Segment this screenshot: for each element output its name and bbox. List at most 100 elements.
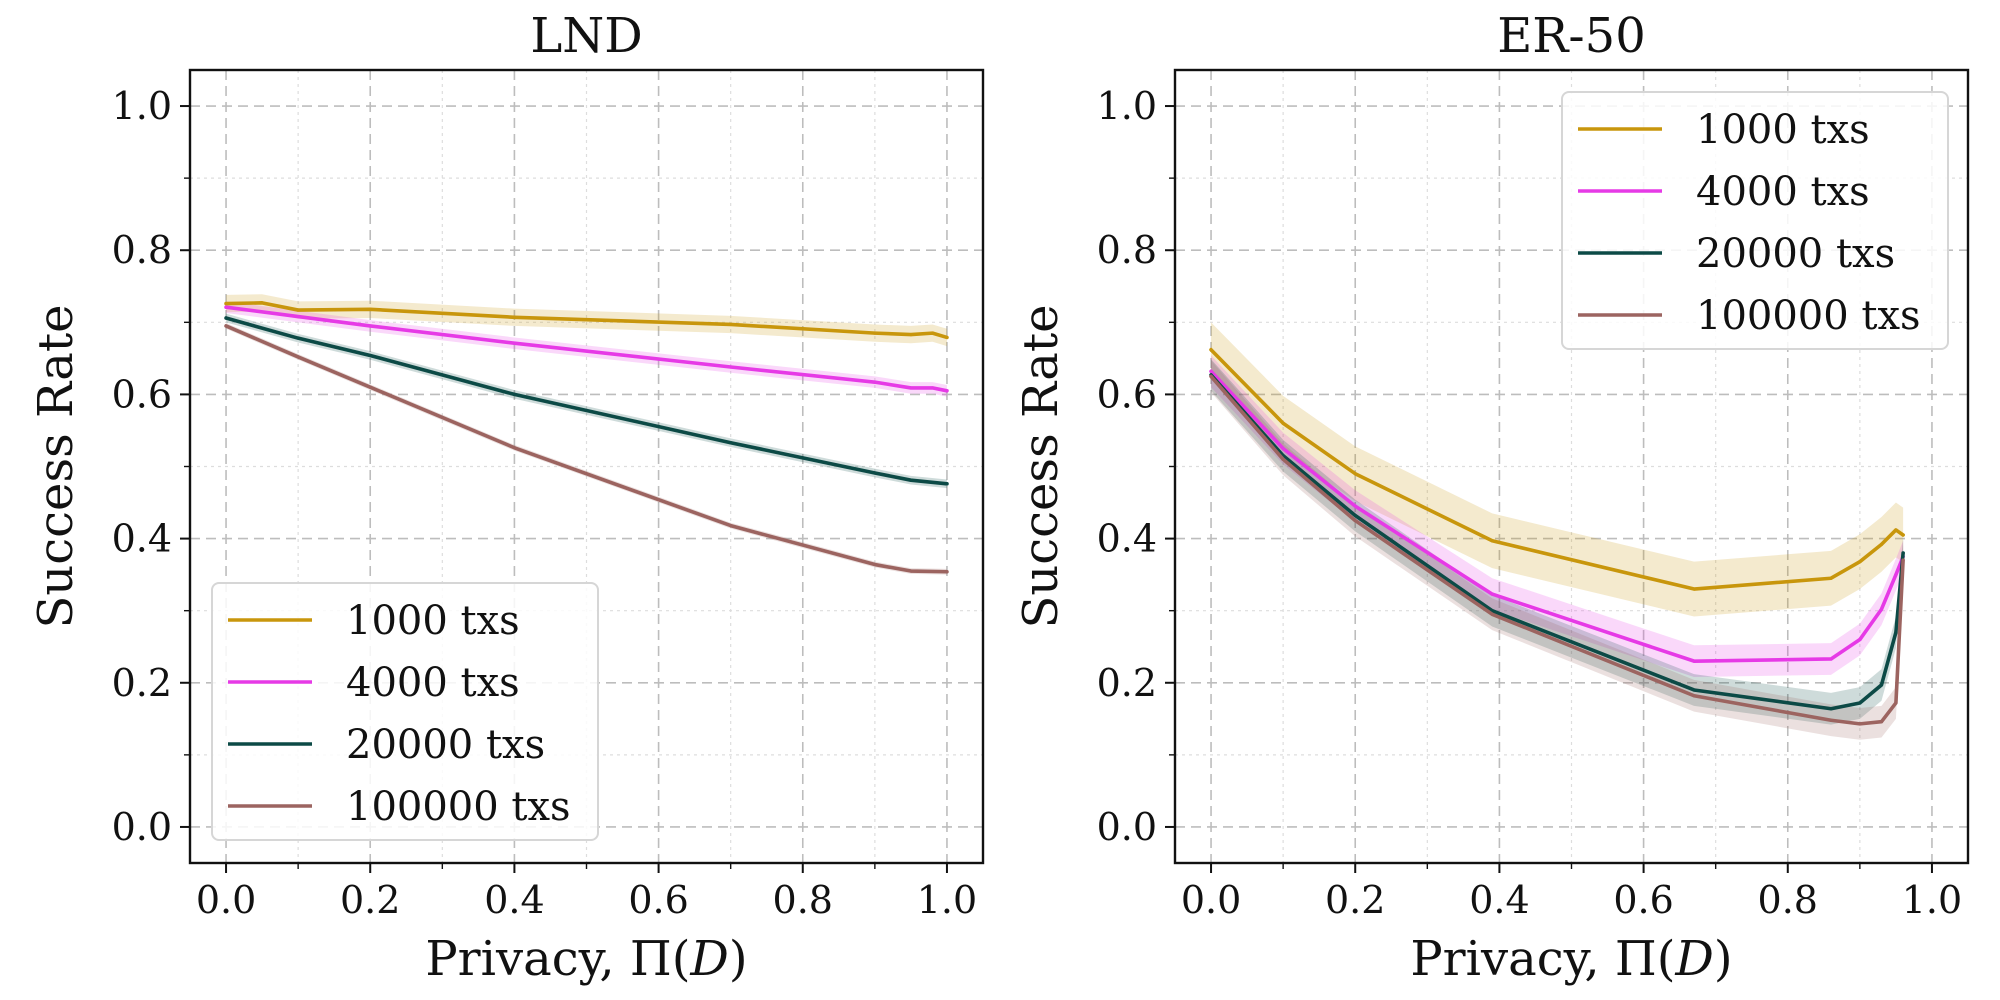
chart-0-series-0-point-4 <box>512 315 517 319</box>
chart-1-series-1-point-4 <box>1692 659 1696 663</box>
chart-0-ytick-label-4: 0.8 <box>112 228 172 272</box>
chart-1: 0.0 0.2 0.4 0.6 0.8 1.0 0.0 0.2 0.4 0.6 0.8 1.0 ER-5… <box>1013 8 1970 987</box>
chart-0-series-1-point-2 <box>368 324 372 328</box>
chart-1-ytick-label-4: 0.8 <box>1097 228 1157 272</box>
chart-1-series-0-point-4 <box>1692 587 1696 591</box>
chart-0-series-1-point-0 <box>224 305 228 309</box>
chart-0-series-3-point-7 <box>945 570 949 574</box>
chart-1-xtick-label-5: 1.0 <box>1902 878 1962 922</box>
chart-1-series-0-point-3 <box>1490 539 1494 543</box>
chart-1-series-2-point-2 <box>1353 513 1357 518</box>
chart-1-xtick-label-0: 0.0 <box>1181 878 1241 922</box>
chart-0-series-0-point-2 <box>296 308 300 312</box>
chart-0-series-0-point-1 <box>260 301 264 305</box>
chart-0-series-2-point-2 <box>368 353 372 358</box>
chart-1-band-2 <box>1211 359 1904 725</box>
chart-0-series-0-point-5 <box>729 322 733 327</box>
chart-0-series-0-point-7 <box>909 332 913 337</box>
chart-1-series-3-point-7 <box>1879 720 1884 724</box>
chart-1-series-2-point-7 <box>1879 683 1884 687</box>
chart-1-series-0-point-7 <box>1879 542 1884 546</box>
chart-1-series-0-point-6 <box>1858 560 1862 564</box>
chart-1-plot-frame <box>1173 68 1970 865</box>
chart-1-series-2-point-3 <box>1490 609 1494 613</box>
chart-1-legend: 1000 txs 4000 txs 20000 txs 100000 txs <box>1561 91 1949 350</box>
chart-1-xlabel-part-0: Privacy, Π( <box>1410 931 1675 987</box>
chart-0-series-0-point-3 <box>368 307 372 311</box>
chart-1-series-1-point-2 <box>1353 504 1357 508</box>
chart-0-ytick-label-2: 0.4 <box>112 517 172 561</box>
chart-1-ytick-label-0: 0.0 <box>1097 805 1157 849</box>
chart-0-ytick-label-1: 0.2 <box>112 661 172 705</box>
chart-0-ytick-label-0: 0.0 <box>112 805 172 849</box>
chart-1-series-2-point-6 <box>1858 701 1862 705</box>
chart-1-series-line-2 <box>1209 373 1905 711</box>
chart-1-series-1-point-5 <box>1829 657 1833 661</box>
chart-1-legend-label-1: 4000 txs <box>1696 169 1870 215</box>
chart-0-ytick-label-3: 0.6 <box>112 372 172 416</box>
chart-0-series-1-point-7 <box>930 386 935 390</box>
chart-1-series-0-point-5 <box>1829 576 1833 580</box>
chart-1-xtick-label-4: 0.8 <box>1758 878 1818 922</box>
chart-1-series-3-point-2 <box>1353 518 1357 523</box>
chart-0-series-line-3 <box>224 324 949 574</box>
chart-0-xlabel-part-2: ) <box>729 931 748 987</box>
chart-0-series-line-0 <box>224 301 949 340</box>
chart-0-series-1-point-8 <box>945 389 949 393</box>
chart-1-series-3-point-6 <box>1858 722 1862 726</box>
chart-0-xtick-label-2: 0.4 <box>484 878 544 922</box>
chart-1-series-1-point-6 <box>1858 637 1862 642</box>
chart-1-series-1-point-8 <box>1894 573 1898 577</box>
chart-0-series-3-point-6 <box>909 569 913 573</box>
chart-0-title: LND <box>530 8 642 64</box>
chart-0-series-3-point-3 <box>512 446 517 450</box>
chart-0-legend-label-0: 1000 txs <box>346 598 520 644</box>
chart-1-series-1-point-0 <box>1209 369 1213 373</box>
chart-0-series-1-point-6 <box>909 386 913 390</box>
chart-1-legend-label-2: 20000 txs <box>1696 231 1895 277</box>
chart-1-ytick-label-1: 0.2 <box>1097 661 1157 705</box>
chart-0-series-line-2 <box>224 316 949 486</box>
chart-1-series-3-point-5 <box>1829 718 1833 722</box>
chart-0-series-3-point-4 <box>729 524 733 528</box>
chart-1-series-0-point-9 <box>1901 533 1905 537</box>
chart-1-series-2-point-4 <box>1692 688 1696 692</box>
chart-0-legend-label-2: 20000 txs <box>346 722 545 768</box>
chart-0-series-2-point-3 <box>512 392 517 397</box>
chart-1-series-3-point-9 <box>1901 558 1905 562</box>
chart-0-xtick-label-1: 0.2 <box>340 878 400 922</box>
chart-1-series-1-point-1 <box>1281 446 1285 451</box>
chart-1-legend-label-3: 100000 txs <box>1696 293 1921 339</box>
chart-1-series-3-point-8 <box>1894 701 1898 705</box>
chart-0-xtick-label-3: 0.6 <box>628 878 688 922</box>
chart-0-series-0-point-9 <box>945 335 949 340</box>
chart-0-plot-frame <box>188 68 985 865</box>
chart-0-legend-label-3: 100000 txs <box>346 784 571 830</box>
chart-0-xlabel: Privacy, Π(D) <box>425 931 747 987</box>
chart-0-band-2 <box>226 313 947 489</box>
chart-0-xtick-label-5: 1.0 <box>917 878 977 922</box>
chart-0-series-2-point-0 <box>224 316 228 320</box>
chart-1-series-line-0 <box>1209 347 1905 591</box>
chart-1-series-0-point-1 <box>1281 421 1285 425</box>
chart-1-xlabel-part-2: ) <box>1714 931 1733 987</box>
chart-1-legend-frame <box>1561 91 1949 350</box>
chart-0-legend-label-1: 4000 txs <box>346 660 520 706</box>
chart-0-xlabel-part-0: Privacy, Π( <box>425 931 690 987</box>
chart-1-title: ER-50 <box>1497 8 1645 64</box>
chart-1-series-3-point-3 <box>1490 612 1494 616</box>
chart-0-series-3-point-0 <box>224 324 228 328</box>
chart-0-series-3-point-2 <box>368 385 372 389</box>
chart-0-series-3-point-5 <box>873 562 877 567</box>
chart-1-series-0-point-2 <box>1353 472 1357 476</box>
chart-0-series-0-point-6 <box>873 331 877 335</box>
chart-1-xlabel-part-1: D <box>1674 931 1713 987</box>
chart-0-xtick-label-0: 0.0 <box>196 878 256 922</box>
chart-1-series-3-point-0 <box>1209 374 1213 378</box>
chart-1-xtick-label-2: 0.4 <box>1469 878 1529 922</box>
chart-0: 0.0 0.2 0.4 0.6 0.8 1.0 0.0 0.2 0.4 0.6 0.8 1.0 LND P… <box>28 8 985 987</box>
chart-1-legend-label-0: 1000 txs <box>1696 107 1870 153</box>
chart-1-xtick-label-3: 0.6 <box>1613 878 1673 922</box>
chart-1-series-2-point-8 <box>1894 630 1898 634</box>
